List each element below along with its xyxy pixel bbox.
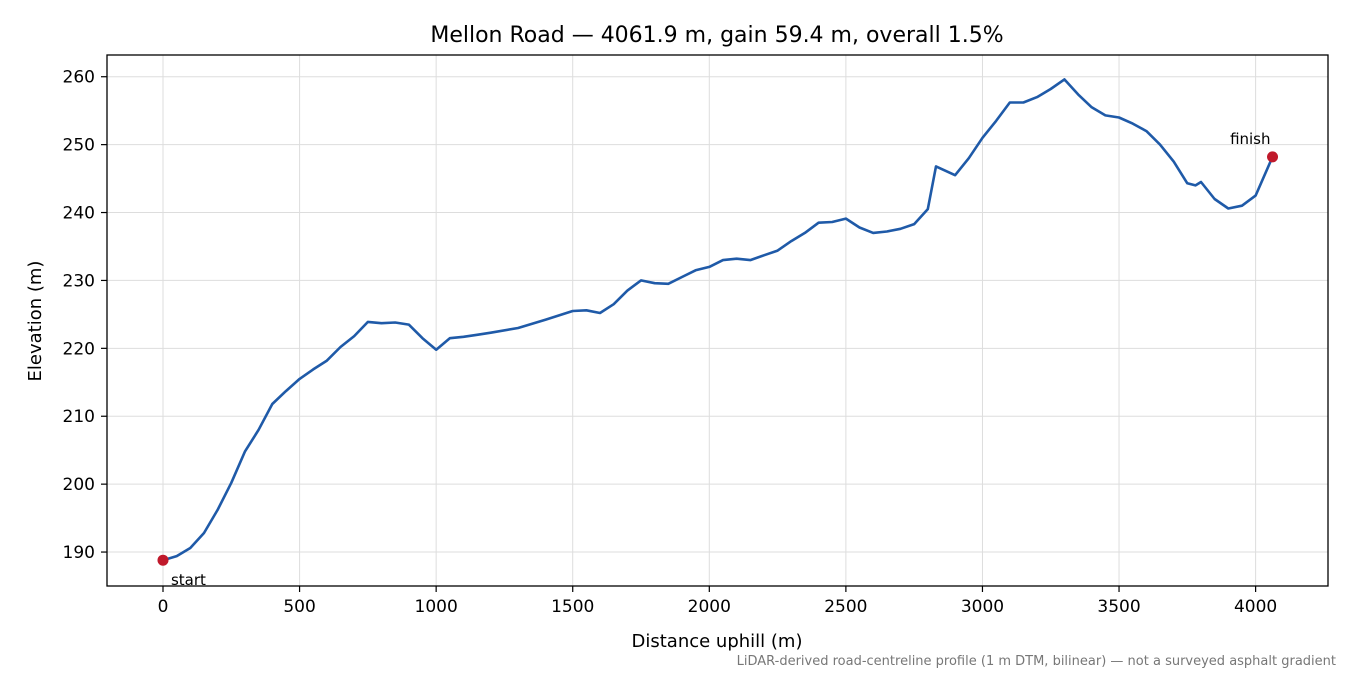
y-tick-label: 240	[63, 204, 95, 224]
x-tick-label: 1000	[415, 597, 458, 617]
x-tick-label: 2500	[824, 597, 867, 617]
y-tick-label: 250	[63, 136, 95, 156]
finish-marker	[1267, 151, 1279, 163]
y-axis: 190 200 210 220 230 240 250 260	[63, 68, 107, 563]
x-tick-label: 3000	[961, 597, 1004, 617]
elevation-line	[161, 78, 1274, 562]
x-tick-label: 1500	[551, 597, 594, 617]
series-layer	[161, 78, 1274, 562]
x-axis-label: Distance uphill (m)	[632, 631, 803, 652]
y-tick-label: 210	[63, 407, 95, 427]
y-tick-label: 190	[63, 543, 95, 563]
x-tick-label: 2000	[688, 597, 731, 617]
footnote: LiDAR-derived road-centreline profile (1…	[737, 654, 1336, 669]
finish-label: finish	[1230, 130, 1270, 148]
grid	[107, 55, 1328, 586]
annotations: start finish	[157, 130, 1279, 589]
x-tick-label: 500	[283, 597, 315, 617]
x-axis: 0 500 1000 1500 2000 2500 3000 3500 4000	[158, 586, 1277, 617]
y-tick-label: 260	[63, 68, 95, 88]
y-tick-label: 200	[63, 475, 95, 495]
x-tick-label: 4000	[1234, 597, 1277, 617]
y-axis-label: Elevation (m)	[25, 261, 46, 382]
x-tick-label: 3500	[1097, 597, 1140, 617]
y-tick-label: 220	[63, 339, 95, 359]
start-marker	[157, 554, 169, 566]
x-tick-label: 0	[158, 597, 169, 617]
plot-frame	[106, 54, 1329, 587]
y-tick-label: 230	[63, 271, 95, 291]
start-label: start	[171, 571, 206, 589]
chart-title: Mellon Road — 4061.9 m, gain 59.4 m, ove…	[430, 23, 1003, 48]
